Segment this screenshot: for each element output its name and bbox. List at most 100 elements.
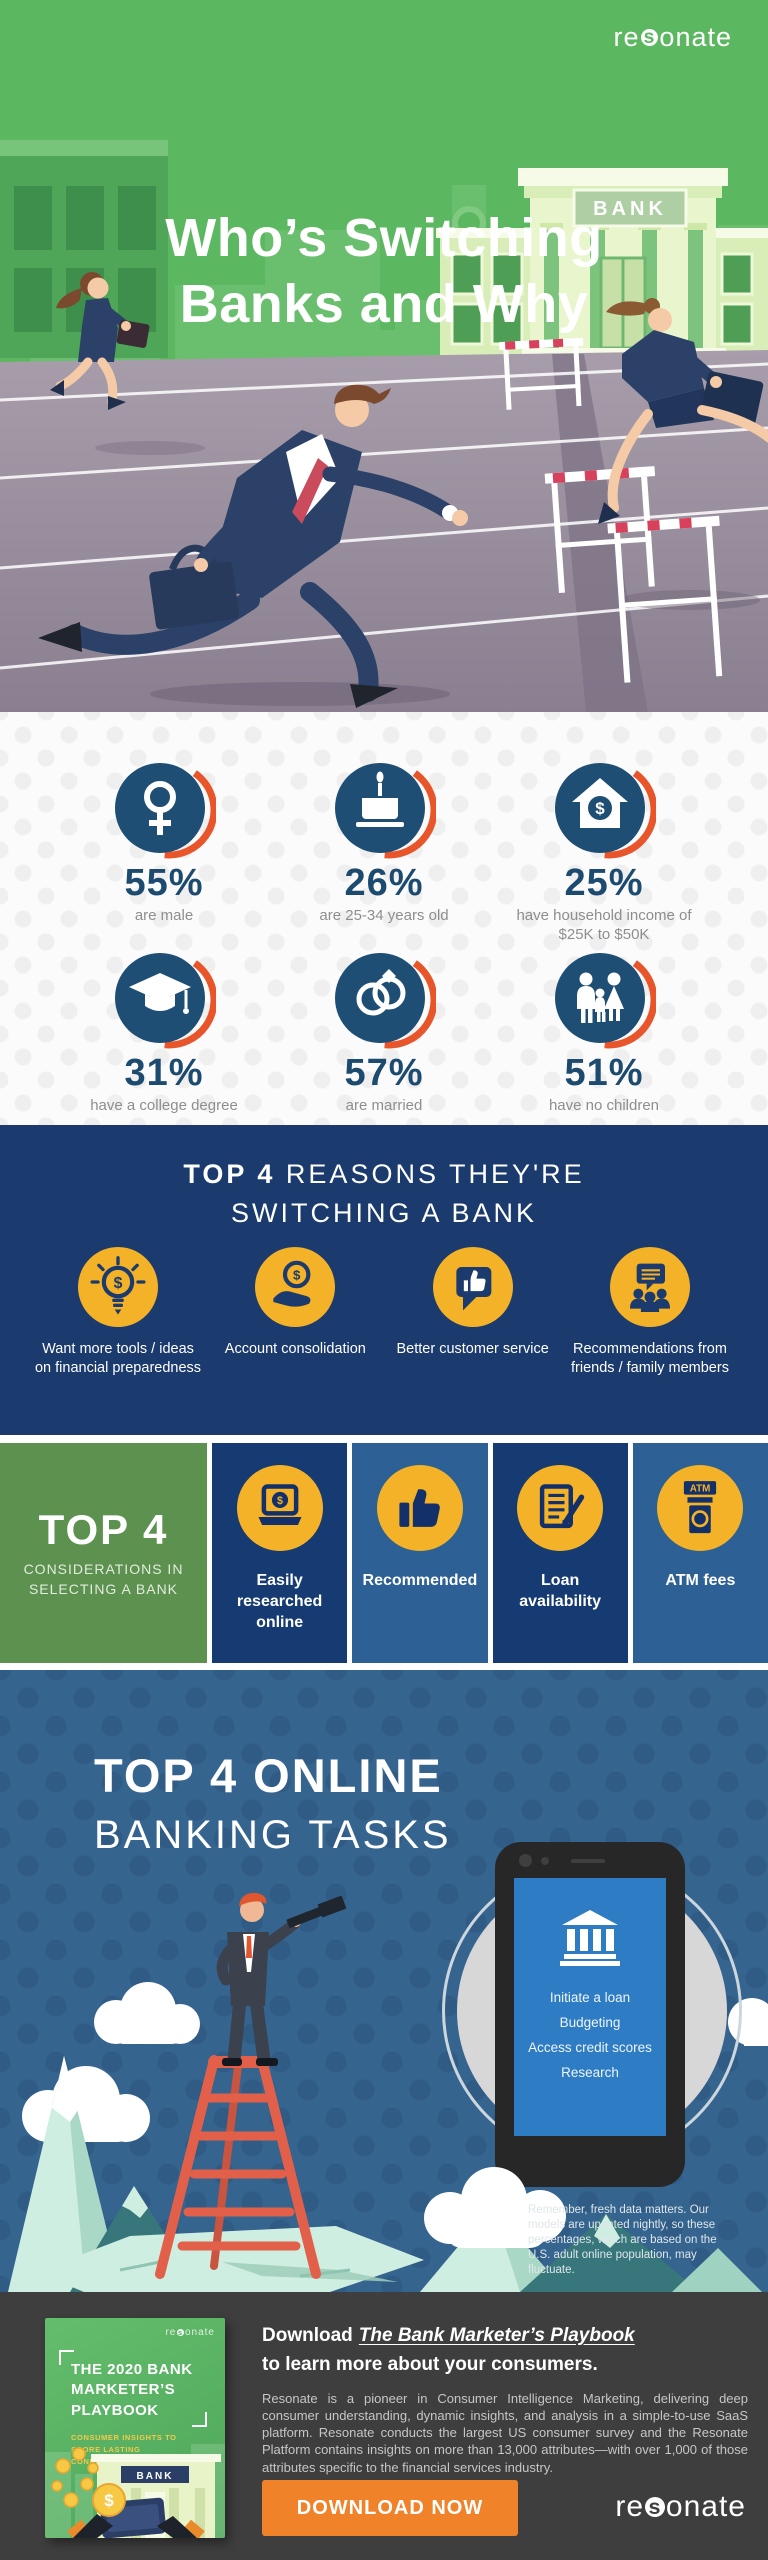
book-bank-sign: BANK: [137, 2471, 174, 2482]
stat-value: 25%: [564, 862, 644, 904]
ladder-icon: [155, 2055, 321, 2279]
corner-bracket-icon: [192, 2412, 207, 2427]
consideration-label: Recommended: [362, 1572, 478, 1589]
about-resonate-text: Resonate is a pioneer in Consumer Intell…: [262, 2391, 748, 2475]
stat-children: 51% have no children: [494, 946, 714, 1125]
reason-item: Better customer service: [389, 1247, 557, 1378]
reason-item: $ Account consolidation: [211, 1247, 379, 1378]
stat-college: 31% have a college degree: [54, 946, 274, 1125]
house-dollar-icon: $: [555, 761, 656, 859]
corner-bracket-icon: [59, 2350, 74, 2365]
reason-label: Better customer service: [396, 1341, 549, 1358]
footer-cta-section: re s onate THE 2020 BANK MARKETER’S PLAYBO…: [0, 2292, 768, 2560]
consideration-label: Easily researched online: [236, 1572, 323, 1631]
top4-reasons-section: TOP 4 REASONS THEY'RE SWITCHING A BANK $: [0, 1125, 768, 1435]
hand-coin-icon: $: [273, 1261, 311, 1307]
stat-value: 26%: [344, 862, 424, 904]
stat-value: 57%: [344, 1052, 424, 1094]
thumbs-up-icon: [399, 1489, 440, 1527]
man-with-telescope: [216, 1892, 347, 2066]
runner-man-center: [38, 384, 468, 708]
telescope-icon: [286, 1905, 326, 1929]
banking-task: Budgeting: [559, 2015, 621, 2030]
hurdle-distant: [499, 337, 584, 410]
runner-woman-left: [50, 272, 150, 410]
runner-woman-right: [598, 298, 768, 524]
resonate-s-icon: s: [645, 2496, 665, 2517]
stat-label: are 25-34 years old: [319, 907, 449, 924]
playbook-title: THE 2020 BANK MARKETER’S PLAYBOOK: [71, 2361, 193, 2419]
hurdle-foreground-2: [607, 515, 723, 683]
stat-label: have a college degree: [90, 1097, 238, 1114]
resonate-logo: re s onate: [615, 2490, 746, 2523]
female-symbol-icon: [115, 761, 216, 859]
playbook-cover-art: BANK $: [45, 2444, 225, 2538]
stat-label: are married: [345, 1097, 423, 1114]
download-now-button[interactable]: DOWNLOAD NOW: [262, 2480, 518, 2536]
resonate-s-icon: s: [640, 27, 659, 47]
demographics-stats-section: 55% are male 26% are 25-34 years old $ 2…: [0, 712, 768, 1125]
phone-speaker-icon: [571, 1859, 605, 1863]
birthday-cake-icon: [335, 761, 436, 859]
cloud-icon: [424, 2167, 566, 2248]
cliff-platform: [36, 2226, 424, 2292]
page-title: Who’s Switching Banks and Why: [165, 208, 603, 334]
data-freshness-note: Remember, fresh data matters. Our models…: [518, 2203, 740, 2278]
consideration-label: Loan availability: [519, 1572, 602, 1610]
svg-text:ATM: ATM: [690, 1483, 711, 1494]
reason-label: Want more tools / ideas on financial pre…: [34, 1341, 202, 1377]
svg-text:$: $: [293, 1268, 301, 1283]
banking-task-list: Initiate a loan Budgeting Access credit …: [514, 1985, 666, 2085]
stat-label: have no children: [548, 1097, 660, 1114]
resonate-logo: re s onate: [613, 22, 732, 52]
stat-label: are male: [134, 907, 194, 924]
reason-item: Recommendations from friends / family me…: [566, 1247, 734, 1378]
playbook-cover: re s onate THE 2020 BANK MARKETER’S PLAYBO…: [45, 2318, 225, 2538]
bank-icon: [560, 1910, 620, 1966]
coins-icon: [51, 2447, 99, 2508]
reasons-heading: TOP 4 REASONS THEY'RE SWITCHING A BANK: [183, 1159, 585, 1229]
hand-icon: [157, 2516, 197, 2538]
online-tasks-section: Initiate a loan Budgeting Access credit …: [0, 1670, 768, 2292]
considerations-subheading: CONSIDERATIONS IN SELECTING A BANK: [23, 1561, 184, 1597]
stat-male: 55% are male: [54, 756, 274, 946]
svg-text:$: $: [114, 1275, 123, 1292]
considerations-heading-panel: TOP 4 CONSIDERATIONS IN SELECTING A BANK: [0, 1443, 207, 1663]
banking-task: Initiate a loan: [549, 1990, 631, 2005]
hurdle-foreground-1: [544, 466, 656, 594]
stat-age: 26% are 25-34 years old: [274, 756, 494, 946]
bank-sign: [572, 188, 688, 228]
smartphone: Initiate a loan Budgeting Access credit …: [495, 1842, 685, 2187]
wedding-rings-icon: [335, 951, 436, 1049]
svg-text:$: $: [595, 799, 605, 818]
hand-icon: [73, 2514, 113, 2538]
reason-label: Recommendations from friends / family me…: [571, 1341, 729, 1377]
graduation-cap-icon: [115, 951, 216, 1049]
hero-section: BANK: [0, 0, 768, 712]
stat-value: 51%: [564, 1052, 644, 1094]
considerations-heading: TOP 4: [38, 1506, 169, 1554]
bank-sign-text: BANK: [593, 198, 667, 220]
download-heading: Download The Bank Marketer’s Playbook to …: [262, 2325, 635, 2375]
playbook-link[interactable]: The Bank Marketer’s Playbook: [358, 2325, 635, 2346]
stat-married: 57% are married: [274, 946, 494, 1125]
svg-text:$: $: [104, 2491, 114, 2510]
lightbulb-dollar-icon: $: [90, 1256, 146, 1315]
resonate-s-icon: s: [177, 2327, 184, 2337]
online-tasks-title: TOP 4 ONLINE BANKING TASKS: [94, 1749, 452, 1857]
phone-camera-icon: [519, 1854, 532, 1867]
chat-thumbs-up-icon: [455, 1267, 491, 1311]
online-scene-illustration: [8, 1892, 768, 2292]
reason-item: $ Want more tools / ideas on financial p…: [34, 1247, 202, 1378]
consideration-label: ATM fees: [665, 1572, 736, 1589]
phone-screen: Initiate a loan Budgeting Access credit …: [514, 1878, 666, 2136]
consideration-item: ATM ATM fees: [632, 1443, 768, 1663]
consideration-item: Loan availability: [492, 1443, 628, 1663]
resonate-logo: re s onate: [165, 2327, 215, 2338]
stat-value: 55%: [124, 862, 204, 904]
banking-task: Research: [561, 2065, 619, 2080]
stat-income: $ 25% have household income of $25K to $…: [494, 756, 714, 946]
laptop-coin-icon: $: [258, 1484, 302, 1526]
atm-machine-icon: ATM: [684, 1481, 717, 1534]
family-icon: [555, 951, 656, 1049]
